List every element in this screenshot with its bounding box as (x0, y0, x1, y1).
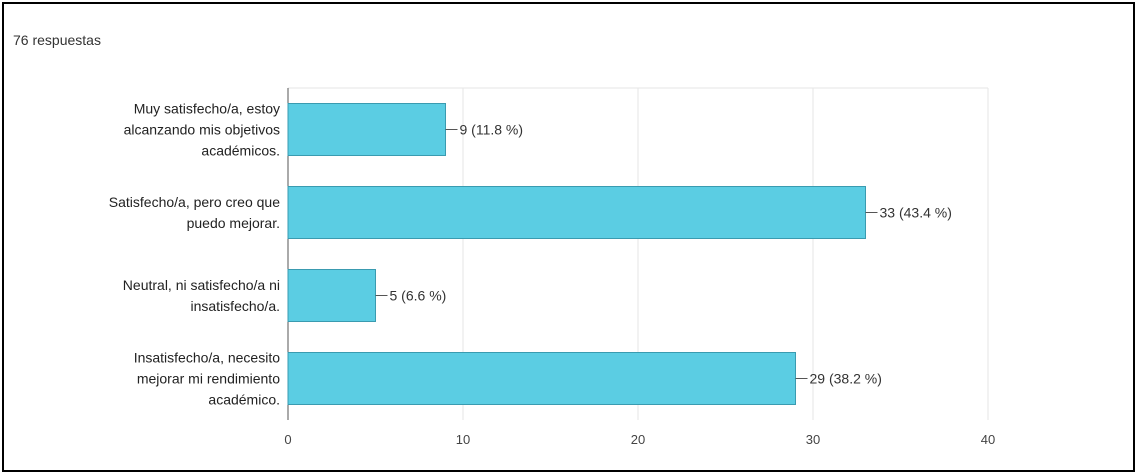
x-tick-label: 30 (806, 432, 820, 447)
x-tick-label: 40 (981, 432, 995, 447)
bar (287, 186, 866, 239)
data-label: 9 (11.8 %) (460, 122, 524, 138)
bar (287, 352, 796, 405)
data-label: 33 (43.4 %) (880, 205, 952, 221)
x-tick-label: 10 (456, 432, 470, 447)
data-label: 5 (6.6 %) (390, 288, 447, 304)
category-label: Muy satisfecho/a, estoy alcanzando mis ob… (124, 101, 280, 159)
category-label: Neutral, ni satisfecho/a ni insatisfecho/… (123, 277, 280, 314)
bar-chart: 0 10 20 30 40 9 (11.8 %) Muy satisfecho/a, est… (109, 87, 995, 447)
responses-count: 76 respuestas (13, 32, 101, 48)
bar (287, 269, 376, 322)
data-label: 29 (38.2 %) (810, 371, 882, 387)
bar (287, 103, 446, 156)
x-tick-label: 0 (284, 432, 291, 447)
category-label: Insatisfecho/a, necesito mejorar mi rendi… (134, 350, 281, 408)
category-label: Satisfecho/a, pero creo que puedo mejorar… (109, 194, 280, 231)
x-tick-label: 20 (631, 432, 645, 447)
